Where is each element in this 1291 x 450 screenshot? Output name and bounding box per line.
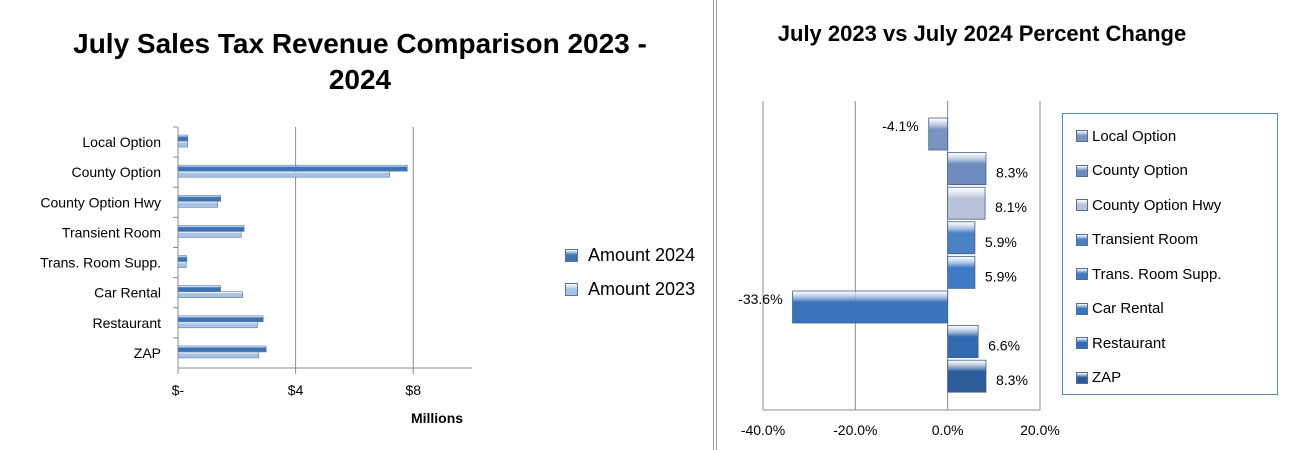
bar-amount-2023-zap	[177, 351, 260, 359]
legend-label: Trans. Room Supp.	[1092, 265, 1222, 283]
x-tick-label: $8	[405, 382, 421, 398]
legend-swatch	[1076, 337, 1088, 350]
legend-label: County Option	[1092, 162, 1188, 180]
bar-amount-2024-restaurant	[177, 315, 264, 323]
legend-item-local-option: Local Option	[1076, 119, 1277, 154]
legend-label: Restaurant	[1092, 334, 1166, 352]
legend-item-transient-room: Transient Room	[1076, 223, 1277, 258]
chart-title: July 2023 vs July 2024 Percent Change	[777, 21, 1187, 46]
legend-item-restaurant: Restaurant	[1076, 326, 1277, 361]
bar-amount-2024-county-option	[177, 164, 408, 172]
bar-amount-2024-trans-room-supp	[177, 255, 188, 262]
legend-item-car-rental: Car Rental	[1076, 292, 1277, 327]
bar-amount-2023-car-rental	[177, 291, 243, 298]
bar-amount-2023-county-option	[177, 170, 390, 178]
category-label-local-option: Local Option	[82, 134, 161, 150]
chart-legend: Amount 2024 Amount 2023	[565, 238, 695, 306]
chart-title: July Sales Tax Revenue Comparison 2023 -…	[73, 28, 647, 95]
bar-amount-2023-restaurant	[177, 321, 258, 329]
category-label-zap: ZAP	[134, 345, 161, 361]
percent-change-chart-panel: July 2023 vs July 2024 Percent Change	[716, 0, 1291, 450]
legend-label: Amount 2024	[588, 244, 696, 265]
legend-swatch-amount-2023	[565, 282, 578, 296]
revenue-comparison-chart-panel: July Sales Tax Revenue Comparison 2023 -…	[40, 0, 714, 450]
legend-item-zap: ZAP	[1076, 361, 1277, 396]
legend-swatch-amount-2024	[565, 248, 578, 262]
legend-label: Amount 2023	[588, 278, 696, 299]
legend-item-amount-2024: Amount 2024	[565, 238, 695, 272]
bar-amount-2024-zap	[177, 345, 267, 353]
legend-label: Local Option	[1092, 127, 1177, 145]
category-label-transient-room: Transient Room	[62, 224, 161, 240]
category-label-county-option: County Option	[72, 164, 162, 180]
bar-amount-2023-local-option	[177, 140, 189, 148]
legend-label: Car Rental	[1092, 300, 1164, 318]
revenue-comparison-chart: $- $4 $8 Millions Local Option County Option C…	[40, 126, 472, 426]
bar-amount-2024-local-option	[177, 134, 189, 142]
legend-item-amount-2023: Amount 2023	[565, 272, 695, 306]
legend-item-county-option: County Option	[1076, 154, 1277, 189]
legend-swatch	[1076, 164, 1088, 177]
legend-label: Transient Room	[1092, 231, 1199, 249]
x-tick-label: $4	[288, 382, 304, 398]
category-label-trans-room-supp: Trans. Room Supp.	[40, 255, 161, 271]
bar-amount-2024-county-option-hwy	[177, 195, 221, 202]
x-tick-label: $-	[172, 382, 185, 398]
x-axis-unit-label: Millions	[411, 410, 463, 426]
legend-swatch	[1076, 130, 1088, 143]
legend-swatch	[1076, 268, 1088, 281]
category-label-county-option-hwy: County Option Hwy	[40, 194, 161, 210]
legend-swatch	[1076, 233, 1088, 246]
legend-label: ZAP	[1092, 369, 1122, 387]
bar-amount-2024-car-rental	[177, 285, 221, 292]
percent-change-legend: Local Option County Option County Option…	[1062, 113, 1278, 395]
category-label-car-rental: Car Rental	[94, 285, 161, 301]
legend-item-county-option-hwy: County Option Hwy	[1076, 188, 1277, 223]
bar-amount-2024-transient-room	[177, 225, 245, 232]
bar-amount-2023-trans-room-supp	[177, 261, 187, 268]
legend-item-trans-room-supp: Trans. Room Supp.	[1076, 257, 1277, 292]
bar-amount-2023-county-option-hwy	[177, 201, 218, 208]
category-label-restaurant: Restaurant	[93, 315, 162, 331]
legend-swatch	[1076, 371, 1088, 384]
bar-amount-2023-transient-room	[177, 231, 242, 238]
legend-swatch	[1076, 302, 1088, 315]
legend-swatch	[1076, 199, 1088, 212]
legend-label: County Option Hwy	[1092, 196, 1222, 214]
